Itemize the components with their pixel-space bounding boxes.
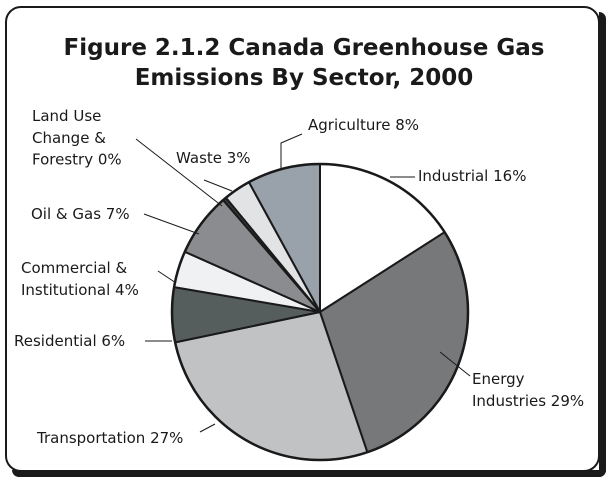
- slice-label-line: Energy: [472, 370, 525, 388]
- leader-lines: [135, 133, 471, 433]
- leader-line-energy: [439, 351, 471, 377]
- slice-label-line: Industries 29%: [472, 392, 584, 410]
- chart-title: Figure 2.1.2 Canada Greenhouse Gas Emiss…: [0, 33, 608, 93]
- slice-label-line: Residential 6%: [14, 332, 125, 350]
- slice-label-line: Land Use: [32, 107, 101, 125]
- slice-label-oil-gas: Oil & Gas 7%: [31, 205, 130, 223]
- leader-line-commercial: [157, 270, 177, 284]
- pie-slices: [170, 162, 470, 462]
- slice-label-line: Industrial 16%: [418, 167, 526, 185]
- chart-title-line-1: Figure 2.1.2 Canada Greenhouse Gas: [63, 35, 545, 61]
- leader-line-transportation: [199, 423, 216, 433]
- leader-line-oil-gas: [143, 213, 200, 235]
- slice-label-line: Transportation 27%: [36, 429, 183, 447]
- slice-label-line: Agriculture 8%: [308, 116, 419, 134]
- chart-title-line-2: Emissions By Sector, 2000: [134, 65, 474, 91]
- slice-label-residential: Residential 6%: [14, 332, 125, 350]
- leader-line-waste: [203, 179, 233, 192]
- slice-label-transportation: Transportation 27%: [36, 429, 183, 447]
- slice-label-agriculture: Agriculture 8%: [308, 116, 419, 134]
- slice-label-line: Forestry 0%: [32, 151, 122, 169]
- leader-line-agriculture: [280, 133, 303, 168]
- frame-shadow-right: [599, 12, 606, 477]
- slice-labels: Industrial 16% Energy Industries 29% Transp…: [14, 107, 584, 447]
- slice-label-line: Change &: [32, 129, 106, 147]
- frame-shadow-bottom: [12, 470, 606, 477]
- slice-label-land-use: Land Use Change & Forestry 0%: [32, 107, 122, 169]
- slice-label-line: Commercial &: [21, 259, 127, 277]
- slice-label-industrial: Industrial 16%: [418, 167, 526, 185]
- slice-label-line: Institutional 4%: [21, 281, 139, 299]
- pie-outline: [170, 162, 470, 462]
- slice-label-waste: Waste 3%: [176, 149, 251, 167]
- slice-label-line: Waste 3%: [176, 149, 251, 167]
- slice-label-energy: Energy Industries 29%: [472, 370, 584, 410]
- slice-label-line: Oil & Gas 7%: [31, 205, 130, 223]
- slice-label-commercial: Commercial & Institutional 4%: [21, 259, 139, 299]
- leader-line-land-use: [135, 138, 223, 207]
